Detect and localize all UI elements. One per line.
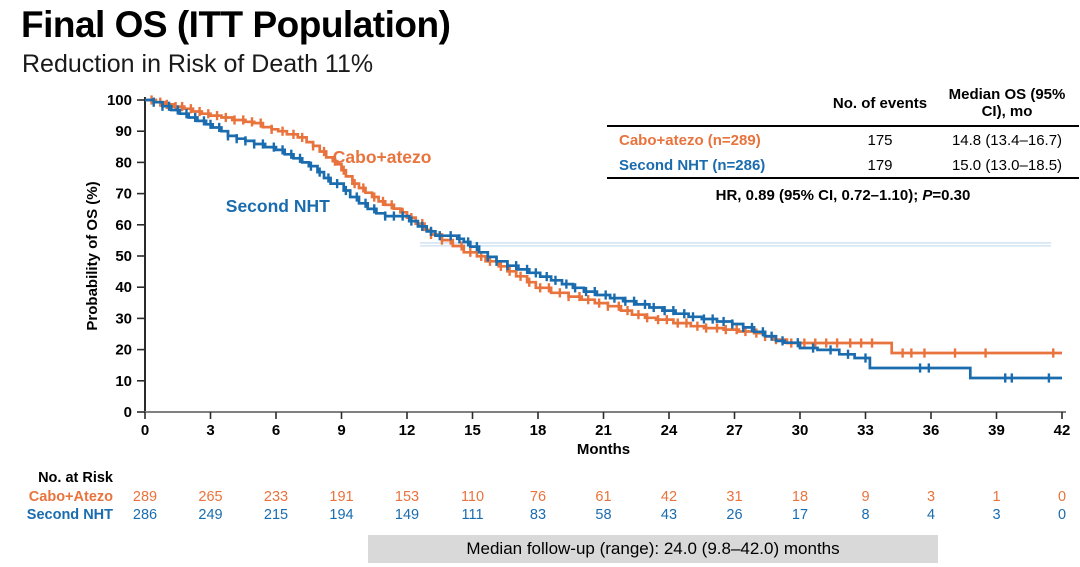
x-tick-label: 24	[661, 422, 678, 439]
page-title: Final OS (ITT Population)	[21, 4, 451, 45]
risk-value: 289	[132, 489, 158, 505]
risk-value: 111	[461, 507, 484, 523]
median-followup-text: Median follow-up (range): 24.0 (9.8–42.0…	[466, 539, 840, 558]
risk-value: 233	[263, 489, 289, 505]
risk-value: 8	[861, 507, 870, 523]
y-tick-label: 70	[115, 186, 132, 203]
x-tick-label: 6	[272, 422, 280, 439]
hr-p-value: =0.30	[932, 187, 971, 204]
y-tick-label: 90	[115, 123, 132, 140]
risk-value: 83	[529, 507, 547, 523]
risk-value: 0	[1057, 489, 1067, 505]
stats-median-value: 14.8 (13.4–16.7)	[951, 131, 1063, 149]
x-tick-label: 12	[399, 422, 416, 439]
x-tick-label: 21	[595, 422, 612, 439]
risk-value: 149	[394, 507, 420, 523]
x-tick-label: 39	[988, 422, 1005, 439]
y-tick-label: 10	[115, 373, 132, 390]
risk-value: 3	[926, 489, 936, 505]
risk-value: 58	[595, 507, 612, 523]
risk-value: 286	[132, 507, 158, 523]
risk-row-label-nht: Second NHT	[26, 507, 113, 523]
stats-header-row: No. of events Median OS (95% CI), mo	[607, 86, 1079, 127]
stats-median-value: 15.0 (13.0–18.5)	[951, 156, 1063, 174]
risk-value: 61	[595, 489, 612, 505]
risk-value: 194	[329, 507, 354, 523]
x-tick-label: 33	[857, 422, 874, 439]
x-tick-label: 0	[141, 422, 149, 439]
risk-value: 43	[660, 507, 678, 523]
y-tick-label: 100	[107, 92, 132, 109]
risk-value: 31	[726, 489, 743, 505]
hr-prefix: HR, 0.89 (95% CI, 0.72–1.10);	[715, 187, 923, 204]
hr-p-label: P	[922, 187, 933, 204]
risk-value: 9	[861, 489, 870, 505]
risk-row-label-cabo: Cabo+Atezo	[28, 489, 113, 505]
y-tick-label: 30	[115, 310, 132, 327]
stats-row-label: Cabo+atezo (n=289)	[619, 131, 761, 149]
y-tick-label: 50	[115, 248, 132, 265]
stats-table: No. of events Median OS (95% CI), mo Cab…	[607, 86, 1079, 204]
stats-events-value: 179	[867, 156, 893, 174]
risk-value: 17	[791, 507, 809, 523]
stats-header-events: No. of events	[832, 94, 928, 112]
risk-value: 42	[660, 489, 678, 505]
risk-value: 191	[329, 489, 354, 505]
stats-row-label: Second NHT (n=286)	[619, 156, 766, 174]
curve-label-second-nht: Second NHT	[226, 196, 330, 216]
risk-value: 1	[992, 489, 1001, 505]
x-tick-label: 9	[337, 422, 345, 439]
x-tick-label: 36	[923, 422, 940, 439]
risk-value: 265	[198, 489, 223, 505]
x-tick-label: 18	[530, 422, 547, 439]
y-tick-label: 20	[115, 342, 132, 359]
risk-value: 249	[198, 507, 223, 523]
risk-value: 0	[1057, 507, 1067, 523]
risk-table-title: No. at Risk	[38, 470, 113, 486]
risk-value: 153	[394, 489, 420, 505]
stats-events-value: 175	[867, 131, 893, 149]
y-tick-label: 40	[115, 279, 132, 296]
x-tick-label: 30	[792, 422, 809, 439]
x-tick-label: 15	[464, 422, 481, 439]
risk-value: 76	[529, 489, 547, 505]
risk-value: 3	[992, 507, 1001, 523]
y-tick-label: 80	[115, 154, 132, 171]
x-tick-label: 3	[206, 422, 214, 439]
y-tick-label: 0	[124, 404, 132, 421]
stats-row-nht: Second NHT (n=286) 179 15.0 (13.0–18.5)	[607, 153, 1079, 179]
hazard-ratio-text: HR, 0.89 (95% CI, 0.72–1.10); P=0.30	[607, 179, 1079, 204]
x-tick-label: 27	[726, 422, 743, 439]
x-axis-title: Months	[577, 441, 630, 458]
risk-value: 18	[791, 489, 809, 505]
stats-row-cabo: Cabo+atezo (n=289) 175 14.8 (13.4–16.7)	[607, 127, 1079, 153]
x-tick-label: 42	[1054, 422, 1071, 439]
stats-header-median: Median OS (95% CI), mo	[948, 86, 1066, 120]
y-axis-title: Probability of OS (%)	[84, 181, 101, 330]
median-followup-note: Median follow-up (range): 24.0 (9.8–42.0…	[368, 535, 938, 563]
curve-label-cabo-atezo: Cabo+atezo	[333, 147, 432, 167]
page-subtitle: Reduction in Risk of Death 11%	[22, 50, 374, 78]
y-tick-label: 60	[115, 217, 132, 234]
risk-value: 26	[726, 507, 743, 523]
risk-value: 110	[460, 489, 485, 505]
risk-value: 4	[926, 507, 936, 523]
risk-value: 215	[263, 507, 289, 523]
